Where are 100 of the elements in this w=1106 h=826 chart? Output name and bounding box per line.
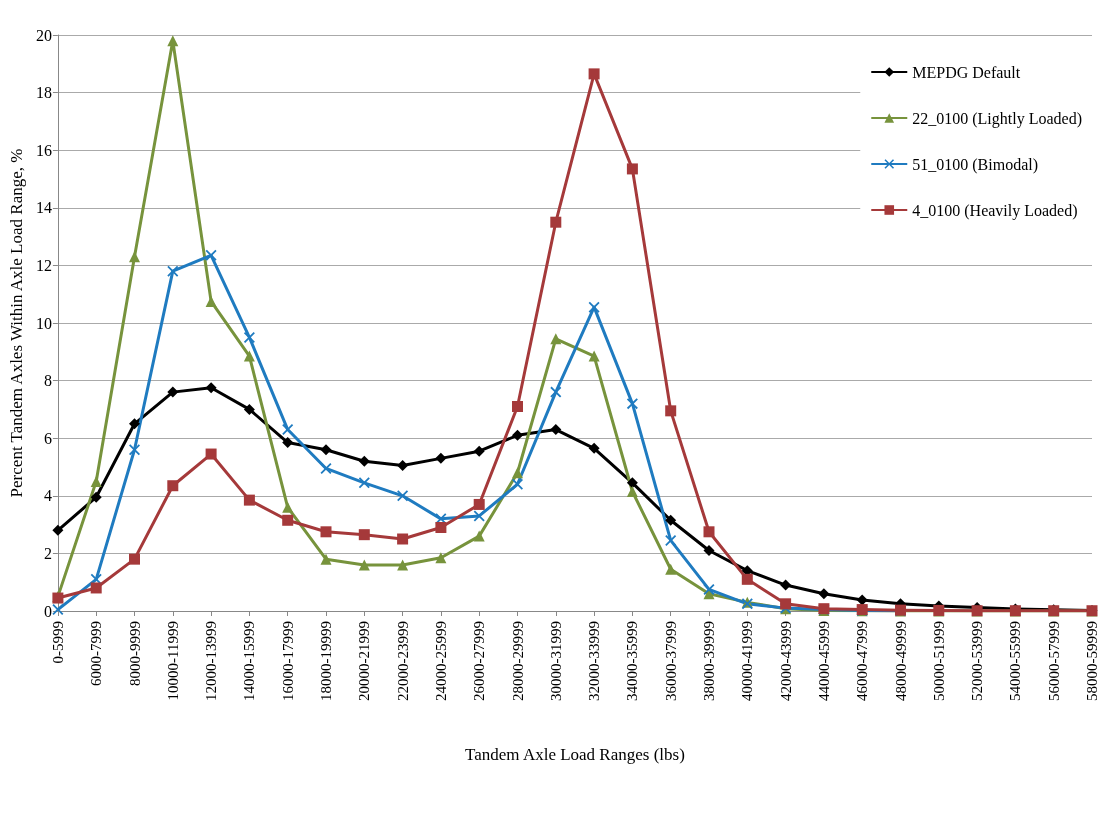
y-tick-label: 14 [35,199,52,217]
y-tick-label: 16 [35,141,52,159]
point [588,68,600,80]
point [205,448,217,460]
point [320,526,332,538]
point [741,573,753,585]
y-tick-label: 10 [35,314,52,332]
point [129,418,140,430]
point [665,534,677,546]
point [473,445,485,457]
point [320,553,332,565]
point [52,524,64,536]
point [243,350,255,362]
x-tick-label: 56000-57999 [1045,621,1062,701]
legend-label: MEPDG Default [912,63,1021,81]
point [282,424,294,436]
point [665,563,677,575]
x-tick-label: 38000-39999 [701,621,717,701]
point [397,559,409,571]
legend-label: 22_0100 (Lightly Loaded) [912,109,1083,128]
y-tick-label: 2 [43,544,52,562]
x-axis-title: Tandem Axle Load Ranges (lbs) [465,745,685,764]
x-tick-label: 50000-51999 [930,621,947,701]
x-tick-label: 8000-9999 [126,621,143,686]
point [588,442,600,454]
x-tick-label: 46000-47999 [854,621,871,701]
point [397,460,409,472]
point [358,529,370,541]
point [358,455,370,467]
point [358,559,370,571]
point [703,526,715,538]
x-tick-label: 42000-43999 [777,621,794,701]
point [282,514,294,526]
point [243,331,255,343]
point [129,444,140,456]
x-tick-label: 10000-11999 [164,621,181,701]
x-tick-label: 48000-49999 [892,621,909,701]
legend-label: 4_0100 (Heavily Loaded) [912,201,1078,220]
point [205,295,217,307]
point [626,163,638,175]
point [780,598,792,610]
point [90,475,102,487]
point [129,251,140,263]
y-tick-label: 18 [35,84,52,102]
point [588,301,600,313]
x-tick-label: 24000-25999 [432,621,449,701]
x-tick-label: 54000-55999 [1007,621,1024,701]
point [473,510,485,522]
x-tick-label: 40000-41999 [739,621,756,701]
point [626,477,638,489]
point [473,498,485,510]
point [205,249,217,261]
y-axis-title: Percent Tandem Axles Within Axle Load Range, % [7,148,26,498]
point [167,386,179,398]
point [588,350,600,362]
y-tick-label: 8 [43,372,52,390]
x-tick-label: 52000-53999 [969,621,986,701]
x-tick-label: 6000-7999 [88,621,105,686]
y-tick-label: 4 [43,487,52,505]
point [205,382,217,394]
point [665,405,677,417]
x-tick-label: 12000-13999 [203,621,220,701]
x-tick-label: 18000-19999 [318,621,334,701]
x-tick-label: 32000-33999 [586,621,603,701]
y-tick-label: 12 [35,256,52,274]
point [550,386,562,398]
x-tick-label: 44000-45999 [815,621,832,701]
x-tick-label: 22000-23999 [394,621,411,701]
point [243,403,255,415]
point [435,521,447,533]
point [473,530,485,542]
x-tick-label: 30000-31999 [547,621,564,701]
point [129,553,140,565]
point [626,398,638,410]
point [703,545,715,557]
point [397,490,409,502]
point [512,429,523,441]
x-tick-label: 14000-15999 [241,621,258,701]
point [90,491,102,503]
point [665,514,677,526]
x-tick-label: 26000-27999 [471,621,488,701]
point [780,579,792,591]
point [90,582,102,594]
point [435,552,447,564]
point [626,485,638,497]
y-tick-label: 6 [43,429,52,447]
point [282,437,294,449]
legend-label: 51_0100 (Bimodal) [912,155,1039,174]
point [282,501,294,513]
point [550,424,562,436]
x-tick-label: 36000-37999 [662,621,679,701]
point [358,477,370,489]
point [167,480,179,492]
point [512,478,523,490]
point [243,494,255,506]
point [512,401,523,413]
point [818,588,830,600]
point [550,216,562,228]
y-tick-label: 0 [43,602,52,620]
point [512,467,523,479]
